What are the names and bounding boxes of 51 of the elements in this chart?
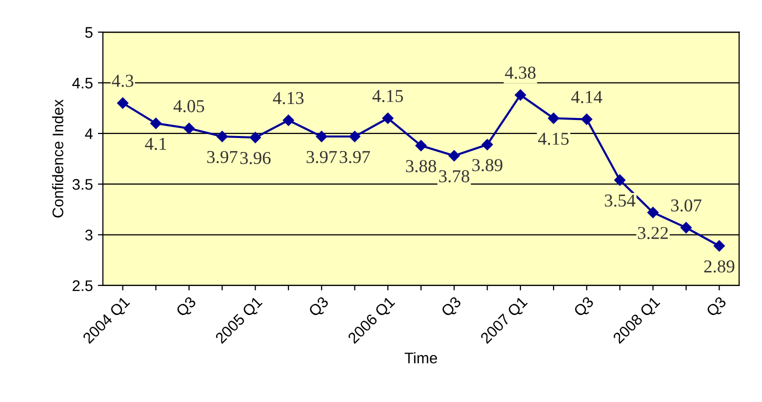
x-tick-label: Q3 [706,296,729,319]
data-label: 3.96 [240,152,271,164]
point [581,114,592,125]
data-label: 4.15 [372,90,403,102]
data-label: 4.05 [174,100,204,112]
point [183,122,195,134]
data-label: 3.78 [439,170,470,182]
data-label: 4.3 [112,74,134,87]
data-label: 3.89 [472,159,502,172]
point [714,240,725,252]
data-label: 4.1 [144,138,166,150]
point [514,89,526,101]
data-label: 3.97 [340,150,370,164]
point [680,222,692,234]
point [614,174,626,186]
point [448,150,460,162]
point [282,114,294,126]
data-label: 4.14 [571,91,602,104]
x-tick-label: Q3 [573,296,596,319]
data-label: 4.15 [538,132,569,145]
data-label: 3.07 [671,199,702,212]
x-tick-label: Q3 [308,296,331,319]
x-axis-title: Time [404,352,438,364]
point [482,139,493,150]
point [548,112,560,124]
data-label: 3.54 [604,194,636,207]
data-label: 3.97 [207,150,238,164]
y-tick-label: 5 [85,27,93,38]
point [349,130,360,142]
y-tick-label: 3 [85,230,92,240]
y-tick-label: 2.5 [72,280,93,292]
x-tick-label: Q3 [440,296,464,319]
y-tick-label: 4 [85,128,93,139]
y-axis-title: Confidence Index [52,99,64,218]
data-label: 3.97 [306,150,337,164]
point [382,112,394,124]
point [150,118,162,129]
point [415,140,427,152]
data-label: 3.22 [638,226,668,240]
point [647,206,659,218]
data-label: 2.89 [704,260,734,273]
y-tick-label: 3.5 [72,178,93,190]
x-tick-label: Q3 [175,296,198,319]
point [216,130,228,142]
data-label: 4.13 [273,92,304,104]
point [250,132,261,144]
point [316,130,328,142]
y-tick-label: 4.5 [72,78,93,88]
data-label: 3.88 [406,160,436,172]
point [117,97,128,109]
data-label: 4.38 [504,66,536,79]
